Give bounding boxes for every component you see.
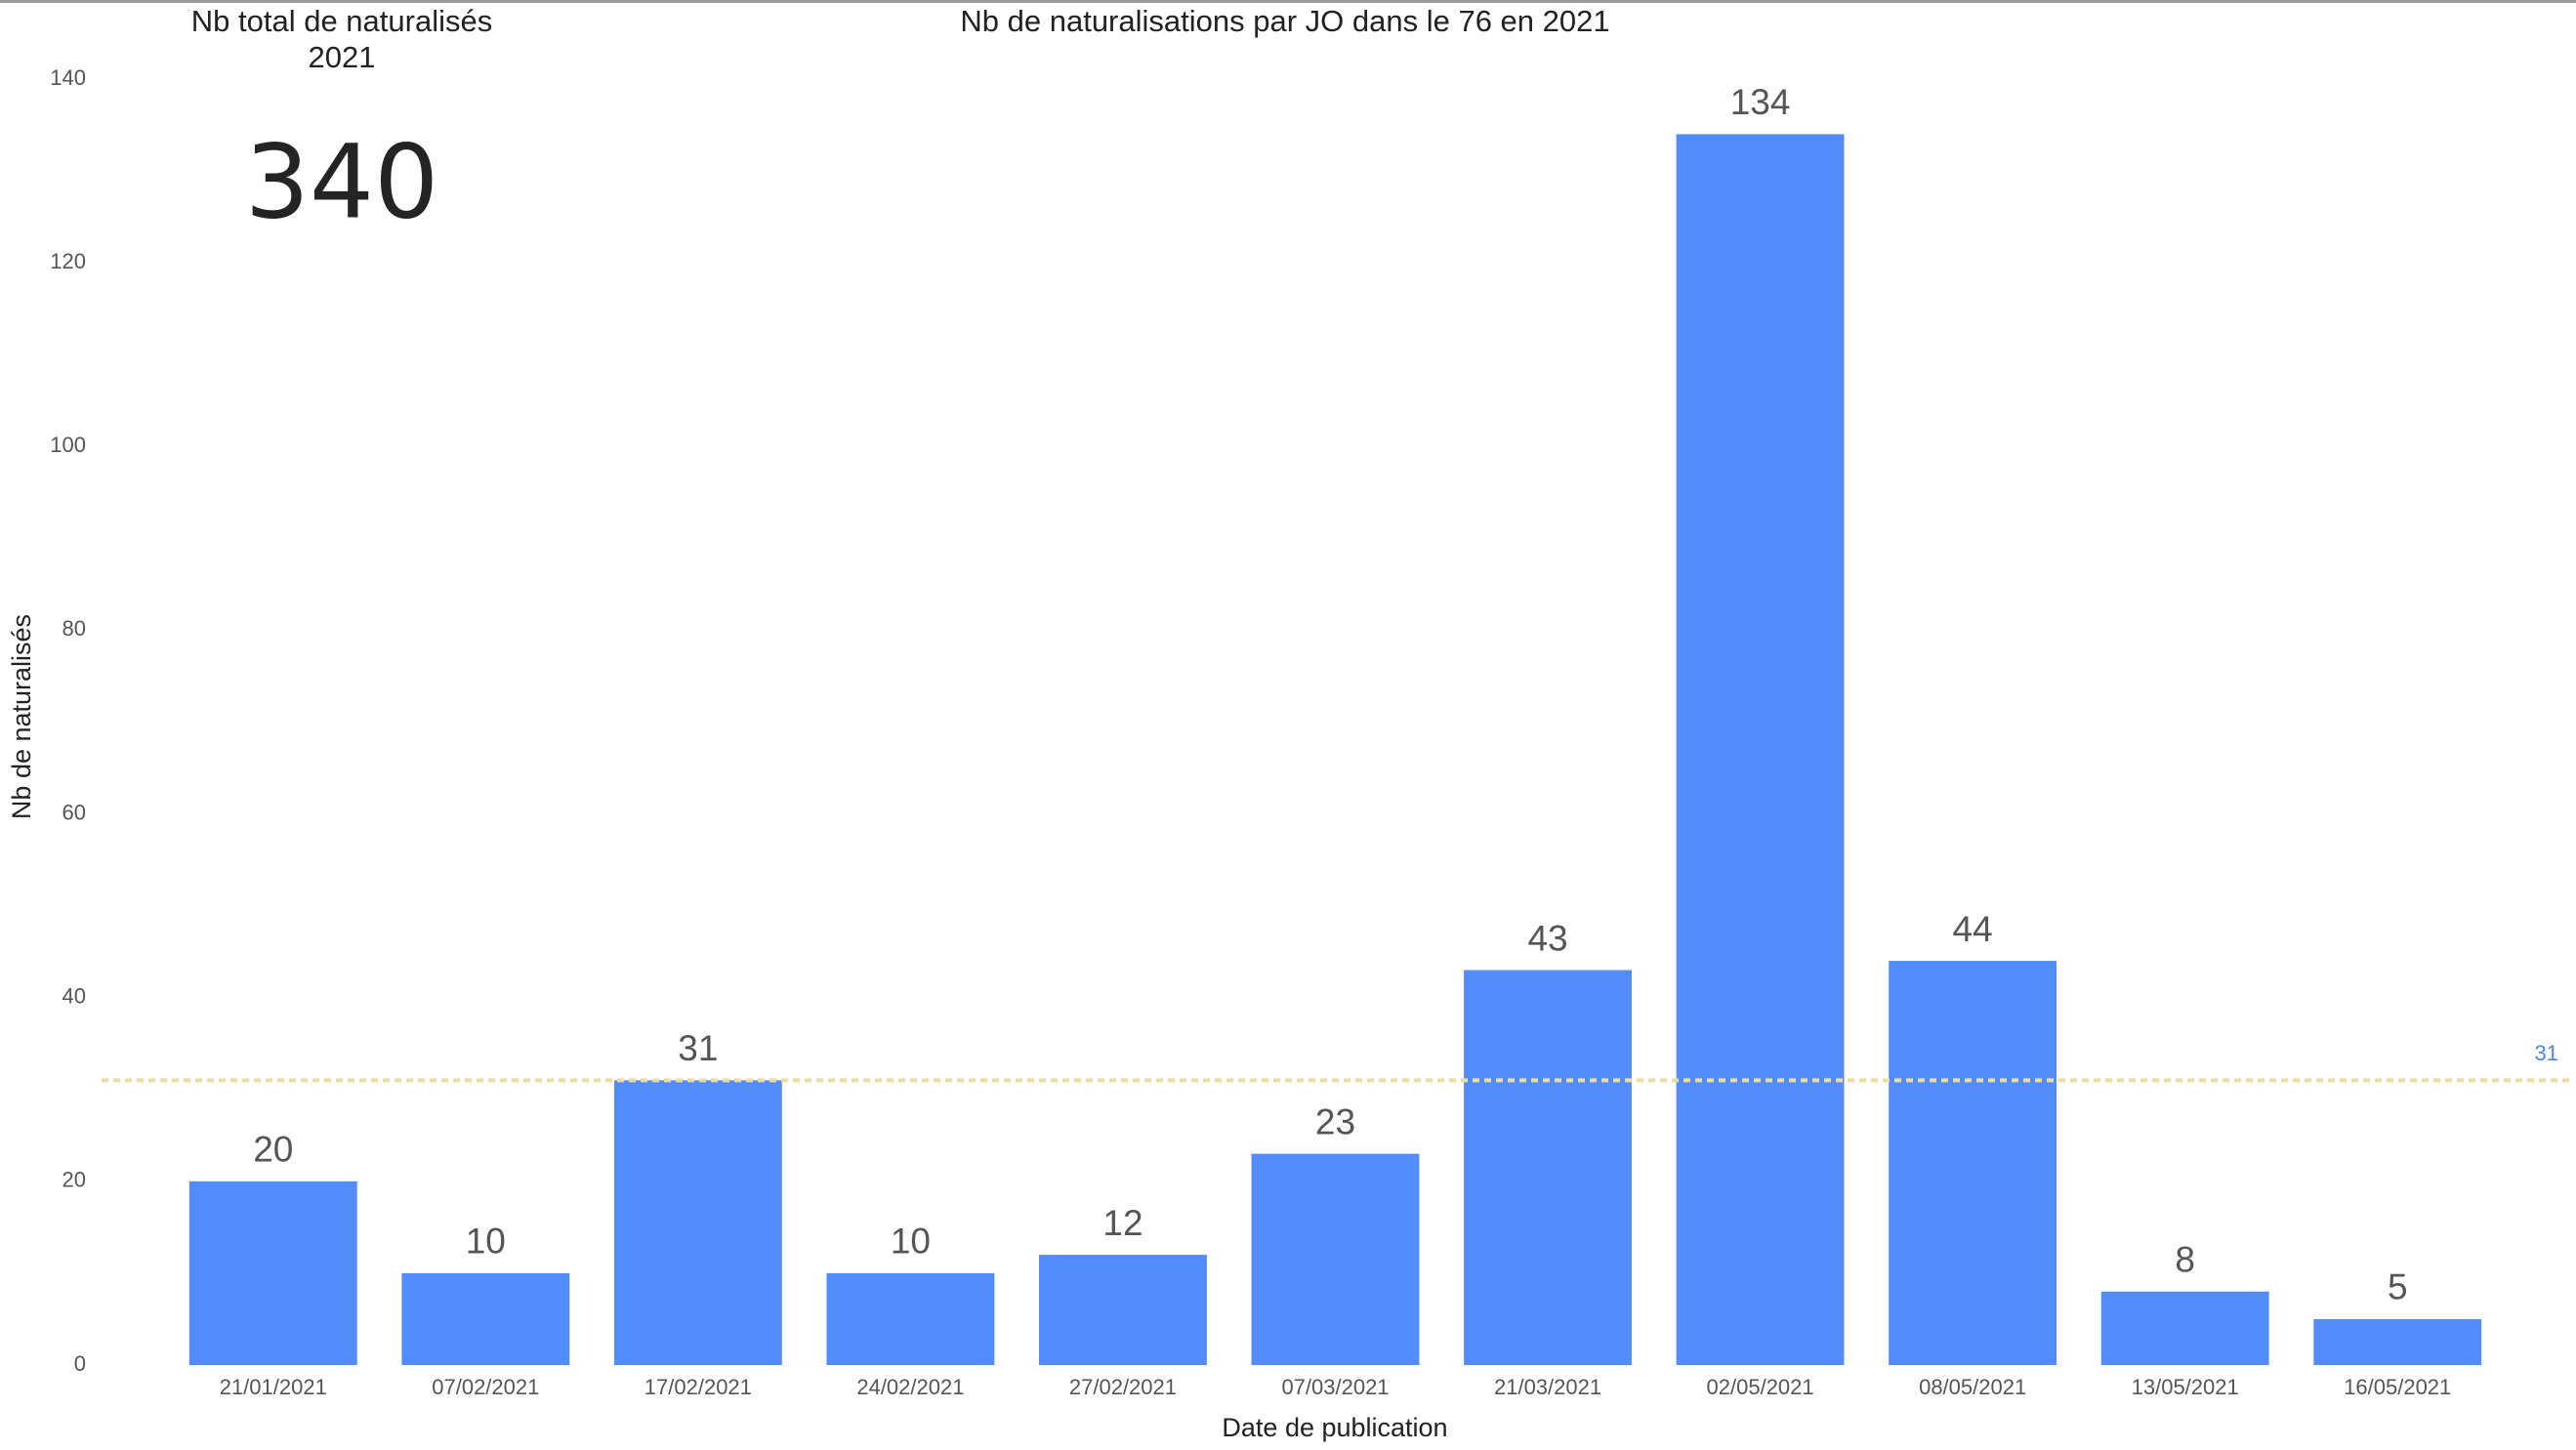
chart-title: Nb de naturalisations par JO dans le 76 … (960, 4, 1609, 38)
y-tick-label: 80 (62, 616, 86, 641)
bar (1676, 134, 1845, 1365)
x-tick-label: 24/02/2021 (856, 1375, 964, 1399)
x-tick-label: 13/05/2021 (2132, 1375, 2239, 1399)
x-tick-label: 21/03/2021 (1494, 1375, 1601, 1399)
y-tick-label: 0 (74, 1351, 86, 1376)
data-label: 10 (466, 1222, 506, 1262)
y-tick-label: 40 (62, 984, 86, 1009)
data-label: 23 (1315, 1101, 1355, 1141)
card-value: 340 (245, 122, 439, 241)
card-title: Nb total de naturalisés (191, 4, 492, 38)
x-tick-label: 17/02/2021 (644, 1375, 752, 1399)
x-tick-label: 21/01/2021 (220, 1375, 327, 1399)
y-tick-label: 120 (50, 249, 86, 273)
reference-label: 31 (2535, 1041, 2558, 1065)
x-tick-label: 08/05/2021 (1919, 1375, 2026, 1399)
data-label: 44 (1953, 909, 1993, 949)
x-tick-label: 07/03/2021 (1281, 1375, 1389, 1399)
x-tick-label: 02/05/2021 (1707, 1375, 1814, 1399)
y-tick-label: 20 (62, 1168, 86, 1192)
card-subtitle: 2021 (309, 40, 376, 74)
data-label: 5 (2388, 1267, 2408, 1307)
bar (1464, 970, 1632, 1365)
bar (2313, 1318, 2482, 1365)
y-axis-title: Nb de naturalisés (7, 614, 36, 819)
data-label: 10 (891, 1222, 931, 1262)
bar (1039, 1255, 1207, 1365)
bar (613, 1080, 782, 1365)
x-axis-title: Date de publication (1222, 1413, 1447, 1442)
bar (188, 1181, 357, 1365)
x-tick-label: 27/02/2021 (1069, 1375, 1177, 1399)
bar (1251, 1153, 1420, 1365)
y-tick-label: 100 (50, 433, 86, 457)
y-tick-label: 140 (50, 65, 86, 90)
bar (826, 1272, 995, 1365)
x-tick-label: 07/02/2021 (432, 1375, 539, 1399)
data-label: 134 (1730, 82, 1791, 122)
data-label: 31 (678, 1028, 718, 1068)
data-label: 43 (1527, 918, 1567, 958)
bar (1889, 961, 2057, 1365)
y-tick-label: 60 (62, 800, 86, 824)
data-label: 12 (1102, 1203, 1143, 1243)
x-tick-label: 16/05/2021 (2344, 1375, 2451, 1399)
data-label: 20 (253, 1130, 293, 1170)
bar (2100, 1291, 2269, 1365)
bar (401, 1272, 570, 1365)
data-label: 8 (2175, 1240, 2195, 1280)
